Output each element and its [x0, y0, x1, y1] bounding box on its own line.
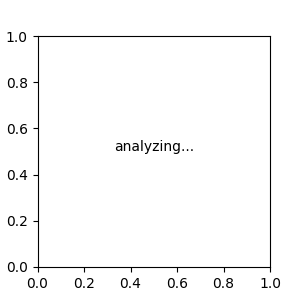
Text: analyzing...: analyzing... — [114, 140, 194, 154]
